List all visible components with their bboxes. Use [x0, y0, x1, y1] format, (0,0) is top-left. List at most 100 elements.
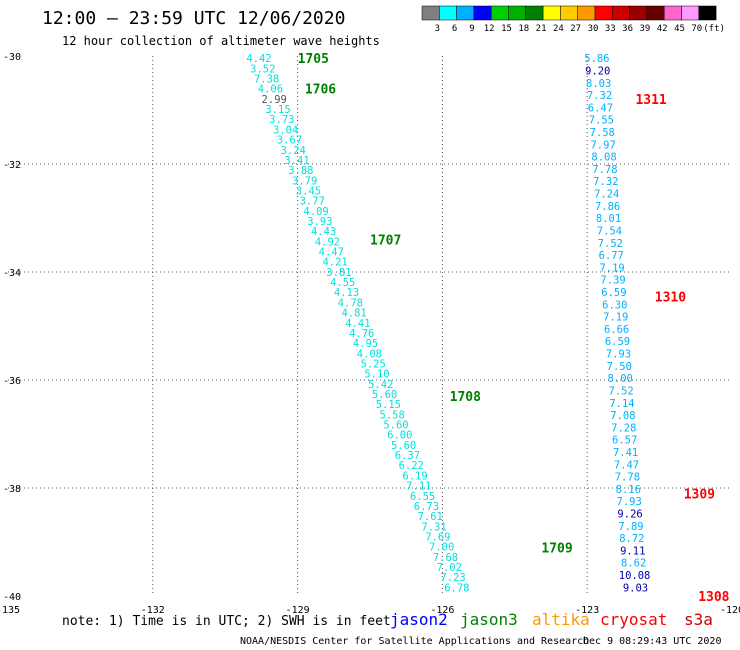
swh-value: 7.86: [595, 201, 620, 213]
swh-value: 3.73: [269, 114, 294, 126]
swh-value: 3.93: [307, 216, 332, 228]
colorbar-label: 6: [452, 24, 457, 34]
swh-value: 4.13: [334, 287, 359, 299]
colorbar-swatch: [577, 5, 596, 21]
swh-value: 7.31: [421, 521, 446, 533]
colorbar-swatch: [594, 5, 613, 21]
swh-value: 7.23: [440, 572, 465, 584]
colorbar-legend: 3 6 9 12 15 18 21 24 27 30 33 36 39 42 45 70 (ft): [421, 5, 725, 34]
time-label: 1310: [655, 290, 686, 305]
swh-value: 7.47: [614, 459, 639, 471]
colorbar-label: 45: [674, 24, 685, 34]
colorbar-swatch: [646, 5, 665, 21]
swh-value: 4.43: [311, 226, 336, 238]
colorbar-label: 18: [518, 24, 529, 34]
swh-value: 7.41: [613, 447, 638, 459]
swh-value: 7.52: [598, 238, 623, 250]
swh-value: 4.55: [330, 277, 355, 289]
swh-value: 4.21: [322, 257, 347, 269]
swh-value: 5.10: [364, 369, 389, 381]
swh-value: 5.86: [584, 53, 609, 65]
swh-points: 4.423.527.384.062.993.153.733.043.673.24…: [246, 53, 650, 594]
swh-value: 7.02: [437, 562, 462, 574]
swh-value: 6.59: [605, 336, 630, 348]
colorbar-swatch: [508, 5, 527, 21]
colorbar-label: 33: [605, 24, 616, 34]
swh-value: 8.03: [586, 78, 611, 90]
swh-value: 3.67: [277, 135, 302, 147]
colorbar-label: 12: [484, 24, 495, 34]
swh-value: 7.54: [597, 225, 622, 237]
swh-value: 6.73: [414, 501, 439, 513]
swh-value: 8.01: [596, 213, 621, 225]
swh-value: 10.08: [619, 570, 651, 582]
swh-value: 3.77: [300, 196, 325, 208]
swh-value: 9.20: [585, 65, 610, 77]
colorbar-swatch: [525, 5, 544, 21]
swh-value: 4.92: [315, 236, 340, 248]
time-label: 1706: [305, 82, 336, 97]
swh-value: 7.00: [429, 542, 454, 554]
colorbar-label: 21: [536, 24, 547, 34]
credit-text: NOAA/NESDIS Center for Satellite Applica…: [240, 636, 589, 647]
swh-value: 7.93: [617, 496, 642, 508]
swh-value: 7.61: [418, 511, 443, 523]
swh-value: 6.78: [444, 582, 469, 594]
swh-value: 8.08: [591, 152, 616, 164]
x-tick-label: -123: [575, 605, 599, 616]
swh-value: 3.41: [284, 155, 309, 167]
swh-value: 3.88: [288, 165, 313, 177]
y-tick-labels: -30 -32 -34 -36 -38 -40: [3, 52, 21, 603]
colorbar-label: 70: [691, 24, 702, 34]
timestamp-text: Dec 9 08:29:43 UTC 2020: [583, 636, 721, 647]
swh-value: 4.08: [357, 348, 382, 360]
swh-value: 6.55: [410, 491, 435, 503]
swh-value: 5.15: [376, 399, 401, 411]
swh-value: 8.72: [619, 533, 644, 545]
colorbar-label: 15: [501, 24, 512, 34]
swh-value: 3.04: [273, 124, 298, 136]
swh-value: 7.50: [607, 361, 632, 373]
colorbar-swatch: [629, 5, 648, 21]
swh-value: 3.81: [326, 267, 351, 279]
time-label: 1709: [541, 541, 572, 556]
colorbar-swatch: [473, 5, 492, 21]
colorbar-label: 36: [622, 24, 633, 34]
swh-value: 7.28: [611, 422, 636, 434]
colorbar-swatch: [560, 5, 578, 21]
swh-value: 8.62: [621, 558, 646, 570]
swh-value: 5.42: [368, 379, 393, 391]
swh-value: 7.58: [590, 127, 615, 139]
swh-value: 7.69: [425, 531, 450, 543]
swh-value: 5.60: [383, 420, 408, 432]
swh-value: 9.03: [623, 582, 648, 594]
swh-value: 7.68: [433, 552, 458, 564]
colorbar-swatch: [698, 5, 717, 21]
colorbar-swatch: [439, 5, 457, 21]
colorbar-swatch: [663, 5, 682, 21]
time-label: 1707: [370, 234, 401, 249]
swh-value: 7.32: [587, 90, 612, 102]
swh-value: 7.19: [603, 312, 628, 324]
satellite-legend-s3a: s3a: [684, 610, 713, 629]
x-tick-labels: -135 -132 -129 -126 -123 -120: [0, 605, 740, 616]
colorbar-label: 24: [553, 24, 564, 34]
swh-value: 3.52: [250, 63, 275, 75]
swh-value: 7.32: [593, 176, 618, 188]
colorbar-label: 27: [570, 24, 581, 34]
swh-value: 6.22: [399, 460, 424, 472]
swh-value: 5.25: [361, 358, 386, 370]
time-label: 1311: [635, 93, 666, 108]
colorbar-label: 42: [657, 24, 668, 34]
swh-value: 4.09: [303, 206, 328, 218]
y-tick-label: -30: [3, 52, 21, 63]
x-tick-label: -135: [0, 605, 20, 616]
colorbar-label: 3: [435, 24, 440, 34]
x-tick-label: -132: [141, 605, 165, 616]
swh-value: 6.59: [601, 287, 626, 299]
swh-value: 4.81: [341, 308, 366, 320]
swh-value: 8.16: [616, 484, 641, 496]
colorbar-swatch: [542, 5, 561, 21]
satellite-legend: jason2 jason3 altika cryosat s3a: [390, 610, 713, 629]
